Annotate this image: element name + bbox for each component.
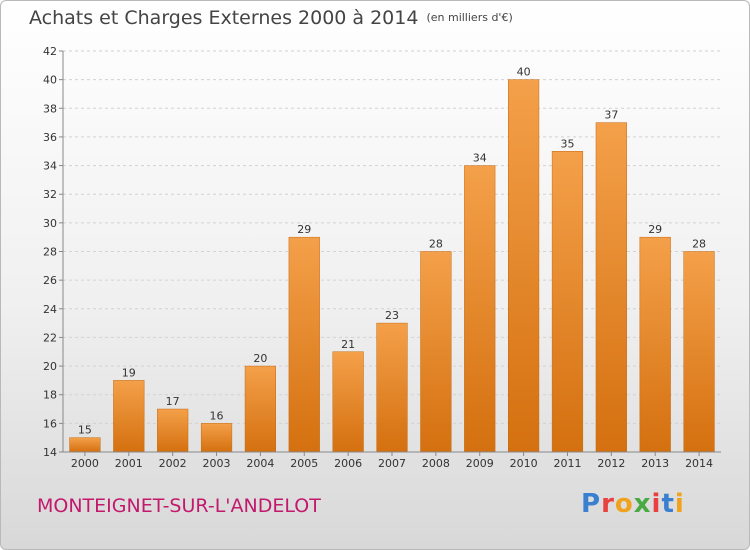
bar	[157, 408, 189, 453]
bar	[420, 251, 452, 453]
bar	[69, 437, 101, 453]
bar	[113, 380, 145, 453]
x-tick-label: 2011	[553, 457, 581, 470]
bar	[200, 423, 233, 453]
bar	[595, 122, 627, 453]
x-tick-label: 2006	[334, 457, 362, 470]
value-label: 20	[253, 352, 267, 365]
y-tick-label: 40	[43, 74, 57, 87]
x-tick-label: 2001	[115, 457, 143, 470]
x-tick-label: 2010	[510, 457, 538, 470]
chart-title-text: Achats et Charges Externes 2000 à 2014	[29, 7, 419, 29]
logo-letter: o	[614, 489, 634, 519]
value-label: 29	[648, 223, 662, 236]
y-tick-label: 42	[43, 45, 57, 58]
value-label: 21	[341, 338, 355, 351]
value-label: 35	[560, 137, 574, 150]
bar	[376, 322, 408, 453]
x-tick-label: 2003	[203, 457, 231, 470]
bar	[244, 365, 277, 453]
x-tick-label: 2002	[159, 457, 187, 470]
value-label: 28	[692, 238, 706, 251]
logo-letter: i	[674, 489, 685, 519]
value-label: 29	[297, 223, 311, 236]
value-label: 17	[166, 395, 180, 408]
labels: 14 16 18 20 22 24 26 28 30 32 34 36 38 40 42 15 2000 19 20…	[43, 45, 713, 470]
bar	[332, 351, 364, 453]
y-tick-label: 16	[43, 417, 57, 430]
value-label: 34	[473, 152, 487, 165]
value-label: 23	[385, 309, 399, 322]
bar	[464, 165, 496, 453]
x-tick-label: 2000	[71, 457, 99, 470]
bars	[69, 79, 715, 453]
y-tick-label: 18	[43, 389, 57, 402]
x-tick-label: 2012	[597, 457, 625, 470]
value-label: 15	[78, 424, 92, 437]
bar	[639, 236, 671, 453]
logo-letter: r	[601, 489, 615, 519]
x-tick-label: 2009	[466, 457, 494, 470]
y-tick-label: 34	[43, 160, 57, 173]
x-tick-label: 2013	[641, 457, 669, 470]
y-tick-label: 24	[43, 303, 57, 316]
commune-name: MONTEIGNET-SUR-L'ANDELOT	[37, 495, 321, 517]
logo-letter: t	[661, 489, 675, 519]
value-label: 37	[604, 109, 618, 122]
logo-letter: P	[581, 489, 602, 519]
value-label: 28	[429, 238, 443, 251]
x-tick-label: 2007	[378, 457, 406, 470]
y-tick-label: 28	[43, 246, 57, 259]
value-label: 40	[517, 66, 531, 79]
y-tick-label: 20	[43, 360, 57, 373]
bar	[551, 151, 584, 453]
logo-letter: i	[651, 489, 662, 519]
bar	[288, 236, 320, 453]
bar	[683, 251, 715, 453]
chart-title: Achats et Charges Externes 2000 à 2014 (e…	[29, 7, 513, 29]
proxiti-logo: Proxiti	[581, 489, 685, 519]
x-tick-label: 2004	[246, 457, 274, 470]
x-tick-label: 2008	[422, 457, 450, 470]
y-tick-label: 14	[43, 446, 57, 459]
logo-letter: x	[633, 489, 652, 519]
y-tick-label: 32	[43, 188, 57, 201]
bar	[507, 79, 540, 453]
value-label: 19	[122, 366, 136, 379]
y-tick-label: 22	[43, 331, 57, 344]
y-tick-label: 26	[43, 274, 57, 287]
y-tick-label: 38	[43, 102, 57, 115]
x-tick-label: 2005	[290, 457, 318, 470]
y-tick-label: 36	[43, 131, 57, 144]
chart-unit: (en milliers d'€)	[426, 11, 513, 24]
x-tick-label: 2014	[685, 457, 713, 470]
y-tick-label: 30	[43, 217, 57, 230]
value-label: 16	[210, 409, 224, 422]
axes	[59, 50, 721, 456]
